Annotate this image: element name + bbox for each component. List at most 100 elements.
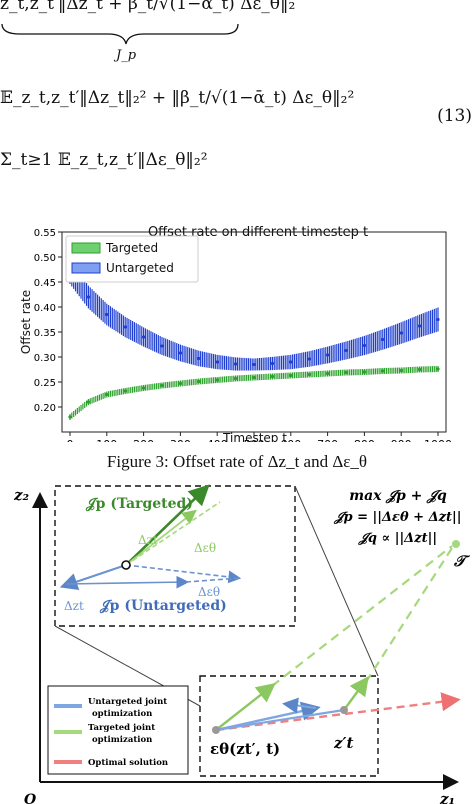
legend-targeted-1: Targeted joint <box>88 723 155 733</box>
y-tick-label: 0.55 <box>34 228 56 239</box>
y-tick-label: 0.25 <box>34 378 56 389</box>
y-axis-label: Offset rate <box>19 290 33 354</box>
jq-formula: 𝒥q ∝ ||Δzt|| <box>358 531 437 546</box>
x-tick-label: 1000 <box>424 438 452 442</box>
point-targeted <box>252 375 256 380</box>
legend-swatch-untargeted <box>71 262 101 274</box>
targeted-jp-arrow <box>125 484 210 566</box>
point-untargeted <box>105 312 109 317</box>
point-untargeted <box>252 362 256 367</box>
optimal-solution-arrow <box>215 692 461 732</box>
y-tick-label: 0.30 <box>34 353 56 364</box>
x-tick-label: 900 <box>391 438 412 442</box>
point-untargeted <box>123 325 127 329</box>
point-untargeted <box>344 348 348 353</box>
point-untargeted <box>326 353 330 357</box>
target-label: 𝒯 <box>453 552 471 570</box>
inset-de-bottom: Δεθ <box>198 585 220 599</box>
origin-label: O <box>24 792 37 804</box>
legend-untargeted-1: Untargeted joint <box>88 697 167 707</box>
chart-legend: Targeted Untargeted <box>65 235 199 283</box>
x-tick-label: 800 <box>354 438 375 442</box>
point-untargeted <box>234 362 238 366</box>
brace-label: J_p <box>116 48 137 63</box>
point-untargeted <box>436 317 440 322</box>
underbrace <box>1 23 239 45</box>
point-targeted <box>344 370 348 375</box>
x-tick-label: 0 <box>67 438 74 442</box>
equation-line-2: 𝔼_z_t,z_t′‖Δz_t‖₂² + ‖β_t/√(1−ᾱ_t) Δε_θ‖… <box>0 88 355 108</box>
point-targeted <box>436 367 440 371</box>
equation-line-3: Σ_t≥1 𝔼_z_t,z_t′‖Δε_θ‖₂² <box>0 150 208 170</box>
y-tick-label: 0.45 <box>34 278 56 289</box>
point-targeted <box>418 367 422 372</box>
y-tick-label: 0.35 <box>34 328 56 339</box>
offset-rate-chart: Offset rate on different timestep t Offs… <box>19 225 452 442</box>
x-axis-label: Timestep t <box>222 431 287 442</box>
legend-targeted-2: optimization <box>92 735 152 745</box>
x-tick-label: 100 <box>96 438 117 442</box>
point-targeted <box>105 392 109 397</box>
point-targeted <box>234 376 238 381</box>
point-targeted <box>86 400 90 404</box>
y-tick-label: 0.50 <box>34 253 56 264</box>
x-tick-label: 200 <box>133 438 154 442</box>
point-untargeted <box>86 295 90 299</box>
eps-label: εθ(zt′, t) <box>210 740 280 758</box>
zt-prime-point <box>340 706 348 714</box>
objective-formula: max 𝒥p + 𝒥q <box>349 488 447 504</box>
point-untargeted <box>381 337 385 342</box>
legend-optimal: Optimal solution <box>88 758 168 768</box>
legend-swatch-targeted <box>71 242 101 254</box>
point-untargeted <box>418 324 422 328</box>
point-untargeted <box>215 360 219 364</box>
z1-axis-label: z₁ <box>439 790 455 804</box>
z2-axis-label: z₂ <box>13 486 30 504</box>
inset-untargeted-label: 𝒥p (Untargeted) <box>99 598 227 614</box>
inset-origin-point <box>121 560 131 570</box>
eps-point <box>212 726 220 734</box>
point-untargeted <box>197 356 201 361</box>
point-untargeted <box>289 360 293 364</box>
x-tick-label: 700 <box>317 438 338 442</box>
x-tick-label: 400 <box>207 438 228 442</box>
point-targeted <box>123 389 127 393</box>
point-targeted <box>289 373 293 378</box>
optimization-diagram: z₂ z₁ O max 𝒥p + 𝒥q 𝒥p = ||Δεθ + Δzt|| 𝒥… <box>13 484 471 804</box>
point-untargeted <box>270 361 274 366</box>
zt-prime-label: z′t <box>333 734 353 752</box>
inset-dz-top: Δzt <box>138 533 158 547</box>
inset-box <box>54 485 296 627</box>
point-targeted <box>197 379 201 384</box>
point-targeted <box>326 371 330 376</box>
point-untargeted <box>142 335 146 339</box>
point-targeted <box>142 386 146 390</box>
point-untargeted <box>362 343 366 348</box>
inset-de-top: Δεθ <box>194 541 216 555</box>
x-tick-label: 300 <box>170 438 191 442</box>
point-targeted <box>178 381 182 386</box>
inset-targeted-label: 𝒥p (Targeted) <box>85 496 193 512</box>
point-targeted <box>381 369 385 373</box>
point-untargeted <box>307 357 311 361</box>
point-targeted <box>215 378 219 382</box>
target-point <box>452 540 460 548</box>
legend-label-untargeted: Untargeted <box>106 261 174 275</box>
point-targeted <box>270 374 274 379</box>
point-targeted <box>68 415 72 419</box>
point-untargeted <box>160 344 164 348</box>
equation-line-1: z_t,z_t′‖Δz_t + β_t/√(1−ᾱ_t) Δε_θ‖₂ <box>0 0 296 14</box>
inset-dz-bottom: Δzt <box>64 599 84 613</box>
point-targeted <box>160 383 164 388</box>
point-targeted <box>399 368 403 373</box>
figure-3-caption: Figure 3: Offset rate of Δz_t and Δε_θ <box>106 452 368 471</box>
y-tick-label: 0.20 <box>34 403 56 414</box>
untargeted-jp-arrow <box>59 563 127 591</box>
x-tick-label: 500 <box>244 438 265 442</box>
x-tick-label: 600 <box>280 438 301 442</box>
equation-number: (13) <box>437 106 472 126</box>
detail-box <box>199 675 379 777</box>
diagram-legend: Untargeted joint optimization Targeted j… <box>47 685 189 775</box>
point-untargeted <box>178 351 182 355</box>
point-targeted <box>362 370 366 374</box>
